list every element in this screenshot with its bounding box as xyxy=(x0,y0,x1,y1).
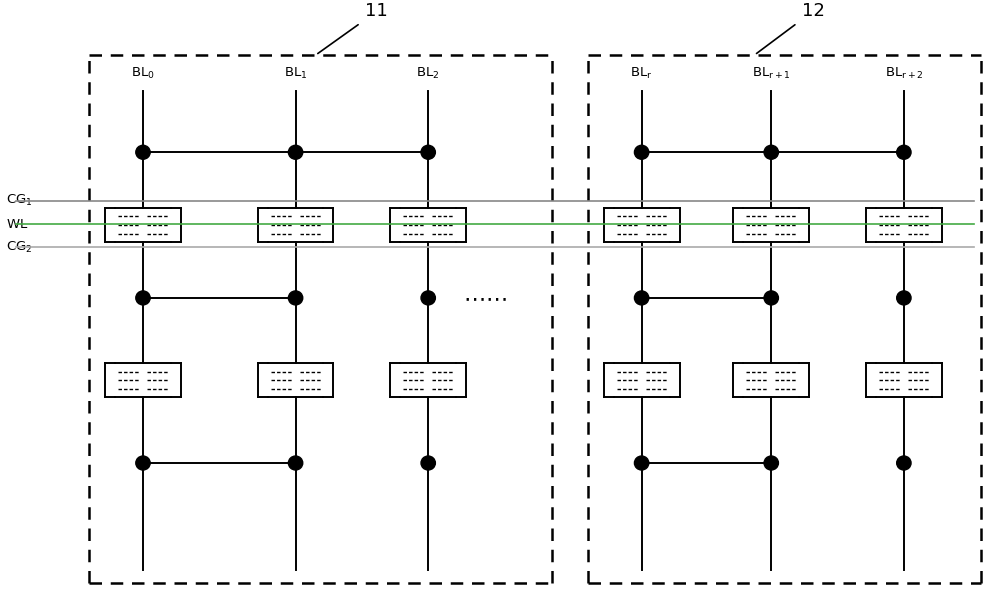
Circle shape xyxy=(421,291,435,305)
Circle shape xyxy=(288,291,303,305)
Circle shape xyxy=(897,145,911,159)
Text: $\mathrm{WL}$: $\mathrm{WL}$ xyxy=(6,218,29,231)
Circle shape xyxy=(897,291,911,305)
Circle shape xyxy=(136,145,150,159)
Text: $\mathrm{BL_2}$: $\mathrm{BL_2}$ xyxy=(416,66,440,81)
Text: $\mathrm{CG_1}$: $\mathrm{CG_1}$ xyxy=(6,193,33,208)
Circle shape xyxy=(288,145,303,159)
Text: $\mathrm{BL_1}$: $\mathrm{BL_1}$ xyxy=(284,66,307,81)
Circle shape xyxy=(634,456,649,470)
Text: 12: 12 xyxy=(802,2,825,20)
Text: $\mathrm{BL_{r+2}}$: $\mathrm{BL_{r+2}}$ xyxy=(885,66,923,81)
Text: 11: 11 xyxy=(365,2,388,20)
Circle shape xyxy=(288,456,303,470)
Text: $\mathrm{BL_{r+1}}$: $\mathrm{BL_{r+1}}$ xyxy=(752,66,791,81)
Circle shape xyxy=(897,456,911,470)
Circle shape xyxy=(136,291,150,305)
Circle shape xyxy=(634,291,649,305)
Circle shape xyxy=(136,456,150,470)
Circle shape xyxy=(634,145,649,159)
Text: $\mathrm{CG_2}$: $\mathrm{CG_2}$ xyxy=(6,240,33,255)
Circle shape xyxy=(421,456,435,470)
Text: $\cdots\cdots$: $\cdots\cdots$ xyxy=(463,288,507,308)
Circle shape xyxy=(421,145,435,159)
Text: $\mathrm{BL_r}$: $\mathrm{BL_r}$ xyxy=(630,66,653,81)
Circle shape xyxy=(764,456,778,470)
Circle shape xyxy=(764,145,778,159)
Circle shape xyxy=(764,291,778,305)
Text: $\mathrm{BL_0}$: $\mathrm{BL_0}$ xyxy=(131,66,155,81)
